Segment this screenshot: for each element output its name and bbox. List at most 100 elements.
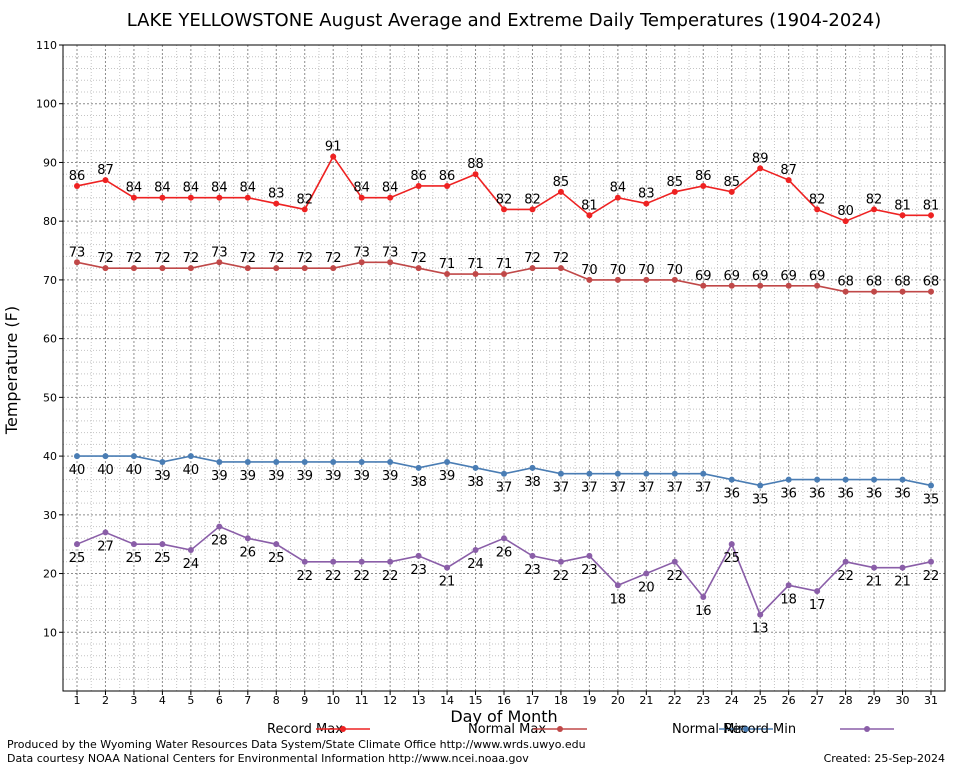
footer-data-source: Data courtesy NOAA National Centers for … bbox=[7, 752, 529, 765]
normal-max-data-label: 69 bbox=[695, 269, 712, 284]
record-max-point bbox=[273, 200, 280, 207]
record-max-point bbox=[159, 194, 166, 201]
record-max-point bbox=[814, 206, 821, 213]
record-max-point bbox=[387, 194, 394, 201]
normal-min-data-label: 36 bbox=[837, 487, 854, 502]
record-min-data-label: 22 bbox=[553, 569, 570, 584]
record-max-data-label: 88 bbox=[467, 157, 484, 172]
record-min-data-label: 23 bbox=[581, 563, 598, 578]
normal-max-point bbox=[444, 271, 451, 278]
normal-min-point bbox=[899, 476, 906, 483]
normal-max-point bbox=[187, 265, 194, 272]
footer-created-date: Created: 25-Sep-2024 bbox=[824, 752, 945, 765]
normal-max-data-label: 68 bbox=[923, 275, 940, 290]
normal-max-series: 73 72 72 72 72 73 72 72 72 72 73 73 72 71 71 71 72 72 70 70… bbox=[69, 245, 940, 295]
normal-min-data-label: 39 bbox=[439, 469, 456, 484]
record-min-data-label: 22 bbox=[923, 569, 940, 584]
normal-min-data-label: 39 bbox=[353, 469, 370, 484]
record-max-point bbox=[842, 218, 849, 225]
record-max-data-label: 80 bbox=[837, 204, 854, 219]
normal-min-data-label: 40 bbox=[97, 463, 114, 478]
record-min-data-label: 25 bbox=[154, 551, 171, 566]
major-grid bbox=[63, 45, 945, 691]
normal-min-data-label: 37 bbox=[667, 481, 684, 496]
record-max-data-label: 84 bbox=[353, 181, 370, 196]
normal-min-data-label: 37 bbox=[581, 481, 598, 496]
normal-min-point bbox=[501, 470, 507, 477]
normal-min-point bbox=[529, 464, 536, 471]
record-min-point bbox=[757, 611, 764, 618]
record-min-point bbox=[216, 523, 223, 530]
normal-max-point bbox=[330, 265, 337, 272]
record-min-point bbox=[899, 564, 906, 571]
record-max-point bbox=[102, 177, 109, 184]
normal-max-point bbox=[728, 282, 735, 289]
x-tick-label: 26 bbox=[782, 694, 796, 707]
normal-min-data-label: 39 bbox=[382, 469, 399, 484]
normal-max-data-label: 73 bbox=[211, 245, 228, 260]
normal-min-point bbox=[102, 453, 109, 460]
record-max-point bbox=[586, 212, 593, 219]
normal-max-point bbox=[273, 265, 280, 272]
normal-max-data-label: 70 bbox=[667, 263, 684, 278]
normal-min-point bbox=[387, 458, 394, 465]
normal-max-data-label: 68 bbox=[837, 275, 854, 290]
record-min-series: 25 27 25 25 24 28 26 25 22 22 22 22 23 21 24 26 23 22 23 18… bbox=[69, 523, 940, 637]
record-min-data-label: 22 bbox=[296, 569, 313, 584]
record-max-data-label: 85 bbox=[667, 175, 684, 190]
x-tick-label: 10 bbox=[326, 694, 340, 707]
normal-min-data-label: 36 bbox=[780, 487, 797, 502]
record-max-data-label: 85 bbox=[553, 175, 570, 190]
record-min-point bbox=[130, 541, 137, 548]
record-max-data-label: 87 bbox=[97, 163, 114, 178]
record-min-data-label: 13 bbox=[752, 622, 769, 637]
record-max-point bbox=[785, 177, 792, 184]
normal-min-data-label: 38 bbox=[467, 475, 484, 490]
normal-min-point bbox=[444, 458, 451, 465]
x-tick-label: 7 bbox=[244, 694, 251, 707]
record-max-point bbox=[728, 188, 735, 195]
record-max-point bbox=[330, 153, 337, 160]
normal-max-point bbox=[928, 288, 934, 295]
normal-max-data-label: 69 bbox=[780, 269, 797, 284]
record-min-data-label: 24 bbox=[467, 557, 484, 572]
normal-min-data-label: 40 bbox=[183, 463, 200, 478]
x-tick-label: 30 bbox=[896, 694, 910, 707]
normal-min-data-label: 36 bbox=[866, 487, 883, 502]
record-min-data-label: 22 bbox=[667, 569, 684, 584]
record-max-data-label: 82 bbox=[809, 192, 826, 207]
normal-max-data-label: 72 bbox=[268, 251, 285, 266]
normal-min-data-label: 40 bbox=[69, 463, 86, 478]
record-max-point bbox=[899, 212, 906, 219]
legend-label-record-max: Record Max bbox=[267, 722, 343, 737]
normal-max-point bbox=[814, 282, 821, 289]
footer-producer: Produced by the Wyoming Water Resources … bbox=[7, 738, 586, 751]
x-tick-label: 29 bbox=[867, 694, 881, 707]
normal-min-point bbox=[871, 476, 878, 483]
record-max-data-label: 82 bbox=[524, 192, 541, 207]
record-min-point bbox=[244, 535, 251, 542]
normal-max-data-label: 73 bbox=[353, 245, 370, 260]
record-max-point bbox=[74, 182, 80, 189]
record-max-data-label: 87 bbox=[780, 163, 797, 178]
legend-marker-record-max bbox=[340, 726, 346, 732]
legend-label-normal-min: Normal Min bbox=[672, 722, 746, 737]
x-tick-label: 18 bbox=[554, 694, 568, 707]
normal-max-data-label: 70 bbox=[581, 263, 598, 278]
normal-min-data-label: 38 bbox=[410, 475, 427, 490]
x-tick-label: 1 bbox=[74, 694, 81, 707]
normal-max-point bbox=[871, 288, 878, 295]
record-max-data-label: 86 bbox=[69, 169, 86, 184]
normal-max-point bbox=[529, 265, 536, 272]
record-max-point bbox=[614, 194, 621, 201]
record-min-point bbox=[387, 558, 394, 565]
record-min-point bbox=[472, 547, 479, 554]
normal-max-point bbox=[415, 265, 422, 272]
y-tick-label: 70 bbox=[43, 274, 57, 287]
normal-min-point bbox=[842, 476, 849, 483]
normal-max-data-label: 69 bbox=[752, 269, 769, 284]
record-max-data-label: 82 bbox=[866, 192, 883, 207]
normal-min-point bbox=[586, 470, 593, 477]
record-max-point bbox=[130, 194, 137, 201]
record-min-data-label: 26 bbox=[240, 545, 257, 560]
